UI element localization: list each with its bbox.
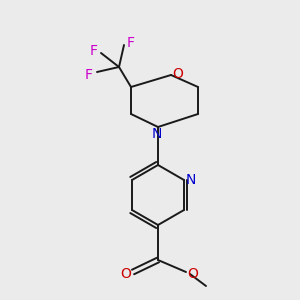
- Text: N: N: [186, 173, 196, 187]
- Text: O: O: [188, 267, 198, 281]
- Text: F: F: [90, 44, 98, 58]
- Text: O: O: [172, 67, 183, 81]
- Text: N: N: [152, 127, 162, 141]
- Text: O: O: [121, 267, 131, 281]
- Text: F: F: [127, 36, 135, 50]
- Text: F: F: [85, 68, 93, 82]
